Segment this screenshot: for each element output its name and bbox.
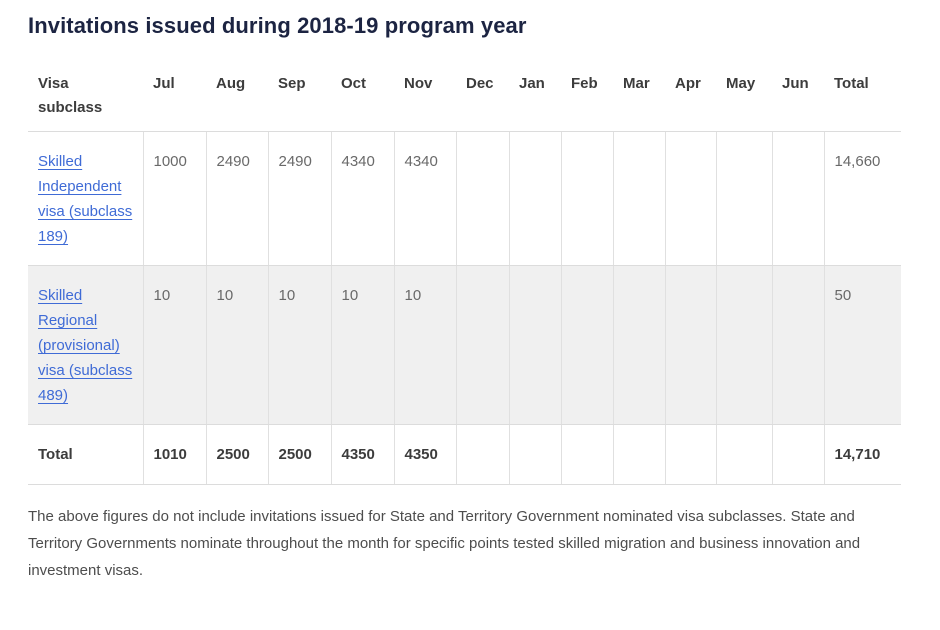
table-cell-apr <box>664 131 716 266</box>
table-cell-mar <box>612 424 665 485</box>
table-row: Skilled Regional (provisional) visa (sub… <box>28 265 901 425</box>
table-cell-jul: 1000 <box>142 131 206 266</box>
visa-subclass-link[interactable]: Skilled Regional (provisional) visa (sub… <box>38 287 133 404</box>
table-cell-total: 50 <box>823 265 901 425</box>
table-cell-total: 14,660 <box>823 131 901 266</box>
table-cell-jul: 1010 <box>142 424 206 485</box>
visa-subclass-cell: Skilled Independent visa (subclass 189) <box>28 131 143 266</box>
page-title: Invitations issued during 2018-19 progra… <box>28 13 527 38</box>
table-cell-aug: 10 <box>205 265 268 425</box>
column-header-nov: Nov <box>394 64 456 132</box>
table-cell-jan <box>508 424 561 485</box>
table-cell-sep: 2490 <box>267 131 331 266</box>
table-cell-nov: 4340 <box>393 131 456 266</box>
column-header-jun: Jun <box>772 64 824 132</box>
total-row: Total 1010 2500 2500 4350 4350 14,710 <box>28 424 901 485</box>
table-cell-feb <box>560 424 613 485</box>
table-cell-jul: 10 <box>142 265 206 425</box>
page: Invitations issued during 2018-19 progra… <box>28 13 901 579</box>
table-cell-apr <box>664 424 716 485</box>
total-row-label: Total <box>28 424 143 485</box>
table-cell-dec <box>455 424 509 485</box>
table-cell-mar <box>612 131 665 266</box>
table-cell-may <box>715 265 772 425</box>
table-cell-sep: 10 <box>267 265 331 425</box>
column-header-total: Total <box>824 64 901 132</box>
table-cell-dec <box>455 265 509 425</box>
column-header-dec: Dec <box>456 64 509 132</box>
table-cell-nov: 4350 <box>393 424 456 485</box>
table-cell-nov: 10 <box>393 265 456 425</box>
table-cell-feb <box>560 265 613 425</box>
column-header-jul: Jul <box>143 64 206 132</box>
footnote: The above figures do not include invitat… <box>28 508 861 579</box>
column-header-aug: Aug <box>206 64 268 132</box>
table-row: Skilled Independent visa (subclass 189) 1… <box>28 131 901 266</box>
column-header-oct: Oct <box>331 64 394 132</box>
column-header-jan: Jan <box>509 64 561 132</box>
table-cell-jun <box>771 265 824 425</box>
table-cell-aug: 2500 <box>205 424 268 485</box>
column-header-feb: Feb <box>561 64 613 132</box>
table-cell-jun <box>771 424 824 485</box>
table-cell-may <box>715 131 772 266</box>
table-header-row: Visa subclass Jul Aug Sep Oct Nov Dec Jan Feb Mar… <box>28 64 901 132</box>
invitations-table: Visa subclass Jul Aug Sep Oct Nov Dec Jan Feb Mar… <box>28 64 901 485</box>
table-cell-sep: 2500 <box>267 424 331 485</box>
table-cell-jun <box>771 131 824 266</box>
column-header-may: May <box>716 64 772 132</box>
column-header-mar: Mar <box>613 64 665 132</box>
table-cell-jan <box>508 265 561 425</box>
table-cell-oct: 10 <box>330 265 394 425</box>
table-cell-dec <box>455 131 509 266</box>
column-header-visa-subclass: Visa subclass <box>28 64 143 132</box>
column-header-sep: Sep <box>268 64 331 132</box>
table-cell-apr <box>664 265 716 425</box>
column-header-apr: Apr <box>665 64 716 132</box>
table-cell-total: 14,710 <box>823 424 901 485</box>
table-cell-oct: 4350 <box>330 424 394 485</box>
table-cell-feb <box>560 131 613 266</box>
table-cell-jan <box>508 131 561 266</box>
table-cell-oct: 4340 <box>330 131 394 266</box>
table-cell-aug: 2490 <box>205 131 268 266</box>
table-cell-may <box>715 424 772 485</box>
table-cell-mar <box>612 265 665 425</box>
visa-subclass-cell: Skilled Regional (provisional) visa (sub… <box>28 265 143 425</box>
visa-subclass-link[interactable]: Skilled Independent visa (subclass 189) <box>38 153 133 245</box>
